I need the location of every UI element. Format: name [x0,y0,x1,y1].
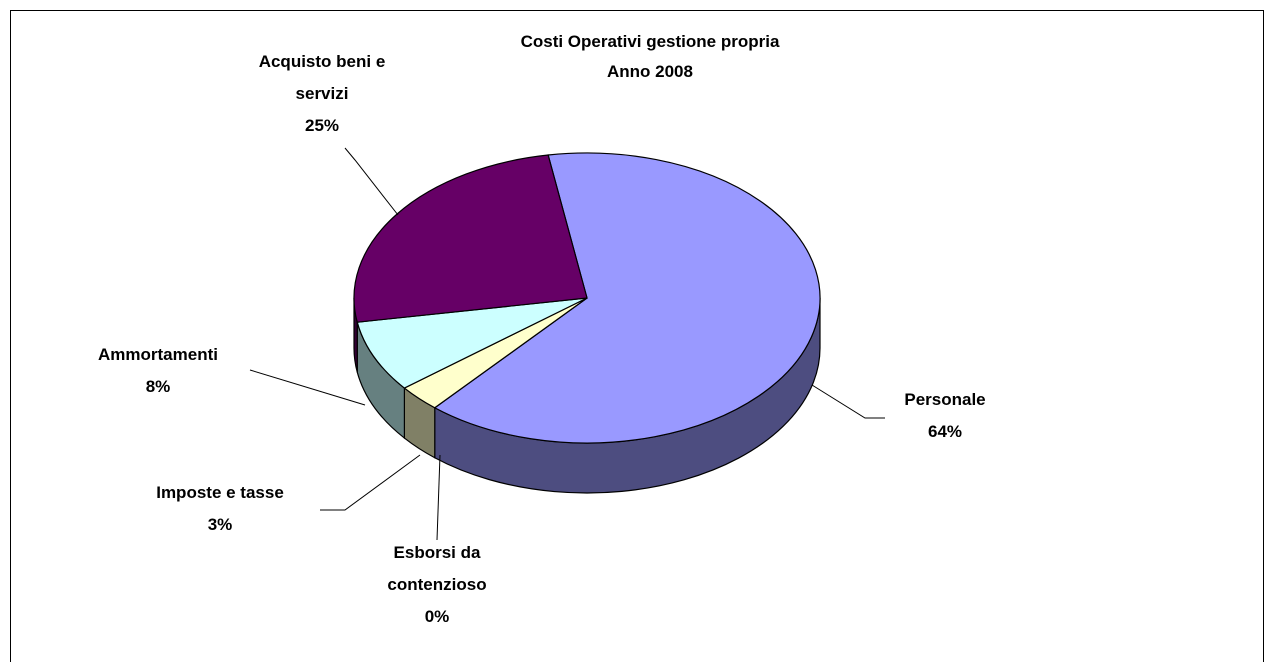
pie-slice [353,154,588,323]
chart-title: Anno 2008 [607,62,693,81]
value-label: 64% [927,422,963,441]
leader-line [344,147,399,216]
category-label: Acquisto beni e servizi [258,52,386,103]
data-label: Ammortamenti 8% [68,339,248,403]
pie-slice [433,152,821,444]
pie-slice [356,297,588,389]
data-label: Personale 64% [865,384,1025,448]
category-label: Ammortamenti [98,345,218,364]
value-label: 0% [424,607,450,626]
leader-line [811,384,885,419]
value-label: 8% [145,377,171,396]
leader-line [249,369,366,406]
chart-frame [10,10,1264,662]
data-label: Esborsi da contenzioso 0% [377,537,497,633]
chart-title: Costi Operativi gestione propria [520,32,780,51]
category-label: Imposte e tasse [156,483,284,502]
value-label: 3% [207,515,233,534]
category-label: Esborsi da contenzioso [387,543,487,594]
data-label: Acquisto beni e servizi 25% [252,46,392,142]
leader-line [320,454,421,511]
data-label: Imposte e tasse 3% [120,477,320,541]
category-label: Personale [904,390,986,409]
leader-line [436,454,441,541]
value-label: 25% [304,116,340,135]
